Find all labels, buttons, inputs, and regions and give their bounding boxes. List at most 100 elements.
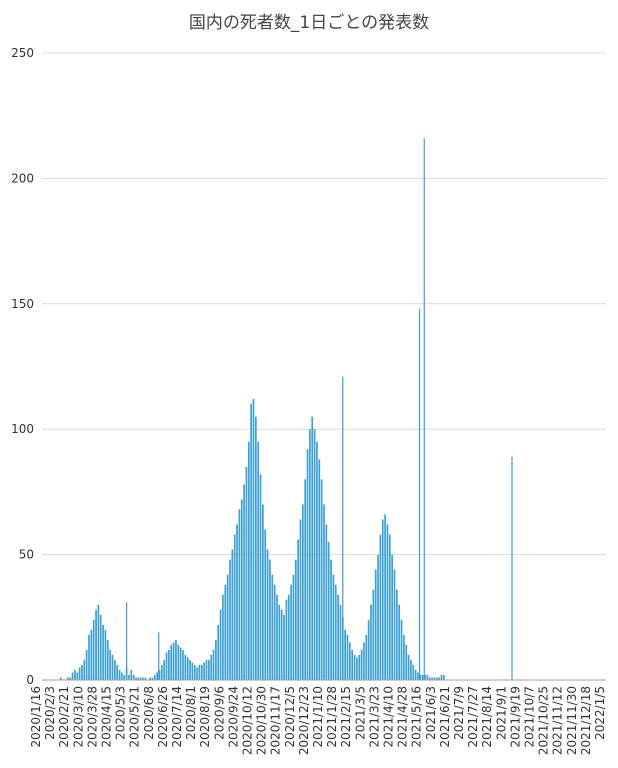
- x-tick-label: 2021/10/7: [523, 686, 537, 748]
- bar-peak: [126, 602, 128, 680]
- x-tick-label: 2021/7/27: [466, 686, 480, 748]
- bar: [320, 479, 323, 680]
- bar: [128, 674, 130, 680]
- bar: [412, 664, 415, 680]
- bar: [186, 657, 189, 680]
- x-tick-label: 2021/5/16: [410, 686, 424, 748]
- bar: [224, 584, 227, 680]
- bar: [419, 674, 422, 680]
- bar: [236, 524, 238, 680]
- bar: [109, 649, 111, 680]
- bar: [290, 584, 292, 680]
- bar: [292, 574, 295, 680]
- bar: [381, 519, 384, 680]
- bar: [212, 649, 215, 680]
- bar: [407, 654, 410, 680]
- x-tick-label: 2020/8/1: [184, 686, 198, 740]
- bar: [172, 642, 175, 680]
- y-tick-label: 50: [19, 548, 34, 562]
- y-tick-label: 250: [11, 46, 34, 60]
- bar: [69, 677, 72, 680]
- y-tick-label: 200: [11, 171, 34, 185]
- x-tick-label: 2020/4/15: [100, 686, 114, 748]
- bar: [106, 639, 109, 680]
- bar: [71, 672, 74, 680]
- bar: [78, 667, 81, 680]
- bar: [398, 604, 401, 680]
- bar: [264, 529, 267, 680]
- bar: [424, 674, 426, 680]
- bar: [313, 429, 316, 680]
- x-tick-label: 2020/5/3: [114, 686, 128, 740]
- bar-peak: [158, 632, 160, 680]
- bar: [370, 604, 372, 680]
- bar: [200, 664, 203, 680]
- x-tick-label: 2021/9/19: [508, 686, 522, 748]
- bar: [426, 674, 429, 680]
- bar: [379, 534, 382, 680]
- bar: [97, 604, 100, 680]
- bar: [299, 519, 302, 680]
- x-tick-label: 2021/8/14: [480, 686, 494, 748]
- bar: [217, 624, 220, 680]
- bar: [396, 589, 398, 680]
- grid-lines: [42, 52, 606, 556]
- bar: [435, 677, 438, 680]
- bar: [90, 629, 93, 680]
- bar: [353, 654, 356, 680]
- bar: [189, 659, 191, 680]
- bar: [356, 657, 358, 680]
- bar: [132, 674, 135, 680]
- bar: [121, 672, 123, 680]
- bar: [245, 466, 248, 680]
- bar: [327, 542, 330, 680]
- bar: [163, 659, 166, 680]
- bar: [257, 441, 260, 680]
- bar: [363, 642, 365, 680]
- x-tick-label: 2020/2/3: [43, 686, 57, 740]
- bar: [374, 569, 377, 680]
- bar: [377, 554, 379, 680]
- bar: [229, 559, 231, 680]
- bar: [283, 614, 285, 680]
- bar: [311, 416, 314, 680]
- y-axis-tick-labels: 0 50 100 150 200 250: [11, 46, 34, 687]
- bar: [191, 662, 194, 680]
- bar: [184, 654, 187, 680]
- bar: [262, 504, 264, 680]
- bar: [182, 649, 184, 680]
- bar: [233, 534, 236, 680]
- bar: [367, 619, 370, 680]
- bar: [410, 659, 412, 680]
- bar: [222, 594, 224, 680]
- bar: [135, 677, 137, 680]
- bar: [278, 604, 281, 680]
- bar: [271, 574, 274, 680]
- bar: [153, 674, 156, 680]
- x-tick-label: 2021/7/9: [452, 686, 466, 740]
- bar: [330, 559, 332, 680]
- bar: [309, 429, 311, 680]
- bar: [247, 441, 250, 680]
- x-tick-label: 2020/7/14: [170, 686, 184, 748]
- bar: [149, 677, 151, 680]
- x-tick-label: 2021/3/5: [353, 686, 367, 740]
- x-tick-label: 2021/1/10: [311, 686, 325, 748]
- bar: [137, 677, 140, 680]
- x-tick-label: 2021/4/10: [382, 686, 396, 748]
- bar: [255, 416, 257, 680]
- x-tick-label: 2020/2/21: [57, 686, 71, 748]
- bar: [417, 672, 419, 680]
- bar: [198, 664, 201, 680]
- bar: [111, 654, 114, 680]
- bar: [114, 659, 116, 680]
- bar: [250, 404, 252, 680]
- bar: [276, 594, 278, 680]
- bar: [325, 524, 328, 680]
- bar: [332, 574, 335, 680]
- bar: [215, 639, 217, 680]
- bar: [139, 677, 142, 680]
- bar: [294, 559, 297, 680]
- bar: [323, 504, 325, 680]
